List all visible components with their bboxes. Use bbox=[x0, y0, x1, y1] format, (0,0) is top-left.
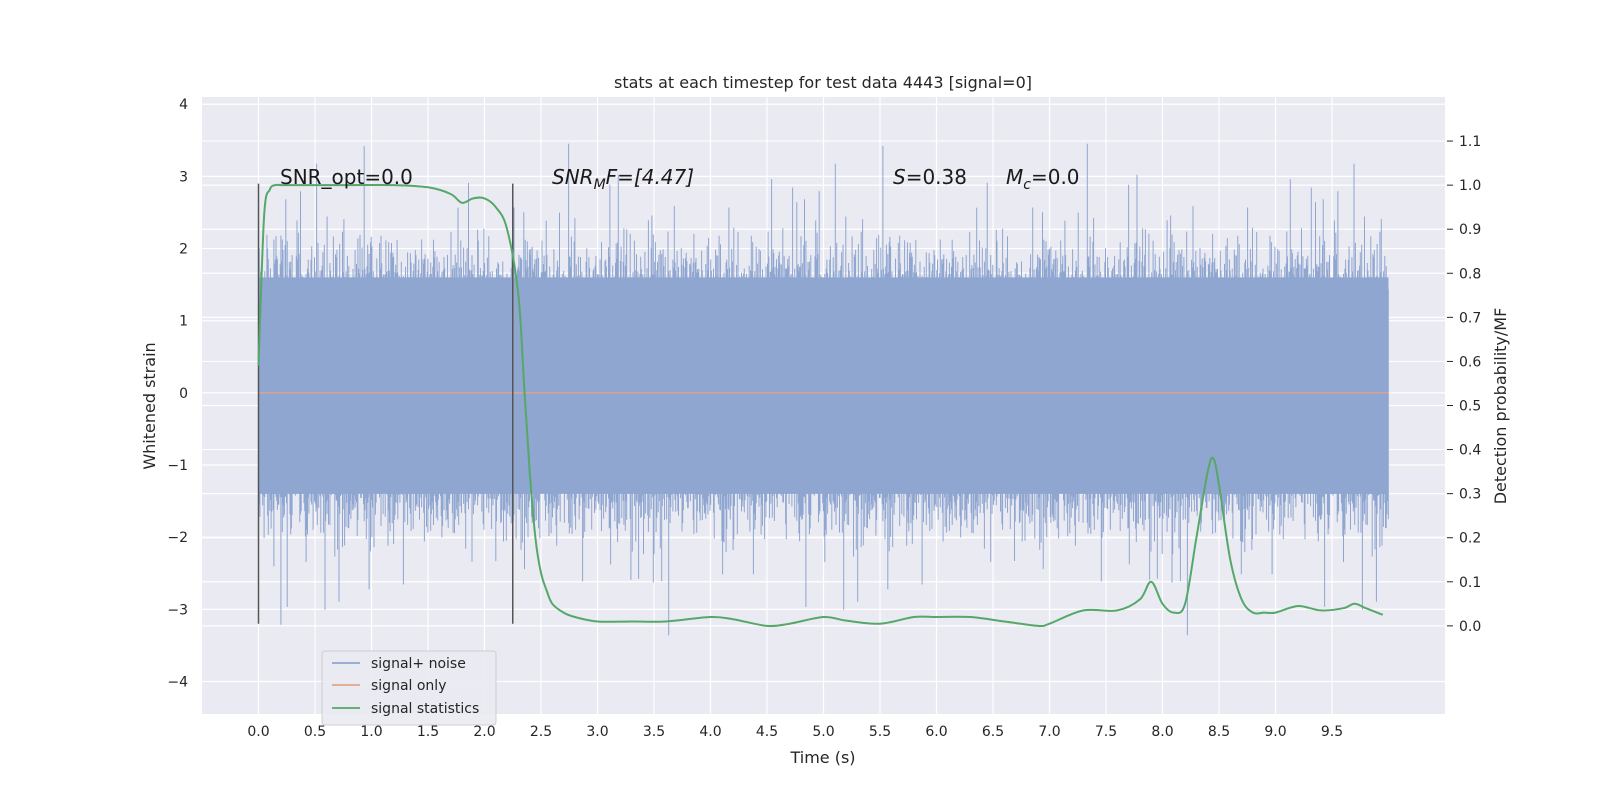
y-tick-label: 2 bbox=[179, 242, 188, 258]
right-y-tick-labels: 1.1 1.0 0.9 0.8 0.7 0.6 0.5 0.4 0.3 0.2 0.1 0.0 bbox=[1459, 134, 1481, 635]
right-y-axis-label: Detection probability/MF bbox=[1491, 308, 1510, 505]
x-tick-label: 5.5 bbox=[869, 724, 891, 740]
x-tick-label: 8.0 bbox=[1151, 724, 1173, 740]
x-tick-label: 4.5 bbox=[756, 724, 778, 740]
snr-mf-rest: F=[4.47] bbox=[606, 165, 694, 189]
y-axis-label: Whitened strain bbox=[140, 342, 159, 469]
chart-title: stats at each timestep for test data 444… bbox=[614, 73, 1032, 92]
right-y-tick-label: 1.0 bbox=[1459, 178, 1481, 194]
x-tick-label: 5.0 bbox=[812, 724, 834, 740]
x-tick-label: 7.5 bbox=[1095, 724, 1117, 740]
right-y-tick-label: 0.8 bbox=[1459, 266, 1481, 282]
x-tick-label: 3.5 bbox=[643, 724, 665, 740]
mc-sub: c bbox=[1023, 177, 1031, 193]
y-tick-label: −4 bbox=[167, 675, 188, 691]
x-tick-label: 2.5 bbox=[530, 724, 552, 740]
right-y-tick-label: 0.7 bbox=[1459, 310, 1481, 326]
y-tick-label: −2 bbox=[167, 530, 188, 546]
right-y-tick-label: 0.2 bbox=[1459, 531, 1481, 547]
x-tick-label: 9.0 bbox=[1264, 724, 1286, 740]
annotation-mc: Mc=0.0 bbox=[1006, 165, 1080, 193]
x-axis-label: Time (s) bbox=[789, 748, 855, 767]
s-val: =0.38 bbox=[906, 165, 967, 189]
right-y-tick-label: 1.1 bbox=[1459, 134, 1481, 150]
x-tick-label: 8.5 bbox=[1208, 724, 1230, 740]
y-tick-label: 3 bbox=[179, 169, 188, 185]
x-tick-label: 0.5 bbox=[304, 724, 326, 740]
x-tick-labels: 0.0 0.5 1.0 1.5 2.0 2.5 3.0 3.5 4.0 4.5 5.0 5.5 6.0 6… bbox=[247, 724, 1343, 740]
y-tick-label: −1 bbox=[167, 458, 188, 474]
signal-noise-series bbox=[258, 143, 1389, 636]
x-tick-label: 9.5 bbox=[1321, 724, 1343, 740]
right-y-tick-label: 0.4 bbox=[1459, 443, 1481, 459]
x-tick-label: 1.0 bbox=[360, 724, 382, 740]
mc-var: M bbox=[1006, 165, 1023, 189]
snr-mf-main: SNR bbox=[552, 165, 594, 189]
right-y-tick-label: 0.1 bbox=[1459, 575, 1481, 591]
y-tick-label: 0 bbox=[179, 386, 188, 402]
y-tick-labels: 4 3 2 1 0 −1 −2 −3 −4 bbox=[167, 97, 188, 690]
legend-label-signal-statistics: signal statistics bbox=[371, 701, 479, 717]
y-tick-label: 1 bbox=[179, 314, 188, 330]
y-tick-label: 4 bbox=[179, 97, 188, 113]
x-tick-label: 6.5 bbox=[982, 724, 1004, 740]
right-y-tick-label: 0.9 bbox=[1459, 222, 1481, 238]
legend: signal+ noise signal only signal statist… bbox=[321, 650, 497, 726]
y-tick-label: −3 bbox=[167, 602, 188, 618]
right-y-tick-label: 0.0 bbox=[1459, 619, 1481, 635]
x-tick-label: 6.0 bbox=[925, 724, 947, 740]
right-y-tick-label: 0.5 bbox=[1459, 399, 1481, 415]
mc-val: =0.0 bbox=[1031, 165, 1080, 189]
x-tick-label: 3.0 bbox=[586, 724, 608, 740]
s-var: S bbox=[893, 165, 906, 189]
x-tick-label: 7.0 bbox=[1038, 724, 1060, 740]
right-y-tick-label: 0.6 bbox=[1459, 354, 1481, 370]
x-tick-label: 1.5 bbox=[417, 724, 439, 740]
annotation-snr-opt: SNR_opt=0.0 bbox=[280, 165, 413, 189]
annotation-snr-mf: SNRMF=[4.47] bbox=[552, 165, 694, 193]
x-tick-label: 2.0 bbox=[473, 724, 495, 740]
legend-label-signal-noise: signal+ noise bbox=[371, 656, 466, 672]
signal-statistics-series bbox=[257, 183, 1384, 628]
x-tick-label: 4.0 bbox=[699, 724, 721, 740]
snr-mf-sub: M bbox=[594, 177, 606, 193]
legend-label-signal-only: signal only bbox=[371, 678, 446, 694]
annotation-s: S=0.38 bbox=[893, 165, 967, 189]
right-y-tick-label: 0.3 bbox=[1459, 487, 1481, 503]
legend-box bbox=[321, 650, 497, 726]
x-tick-label: 0.0 bbox=[247, 724, 269, 740]
